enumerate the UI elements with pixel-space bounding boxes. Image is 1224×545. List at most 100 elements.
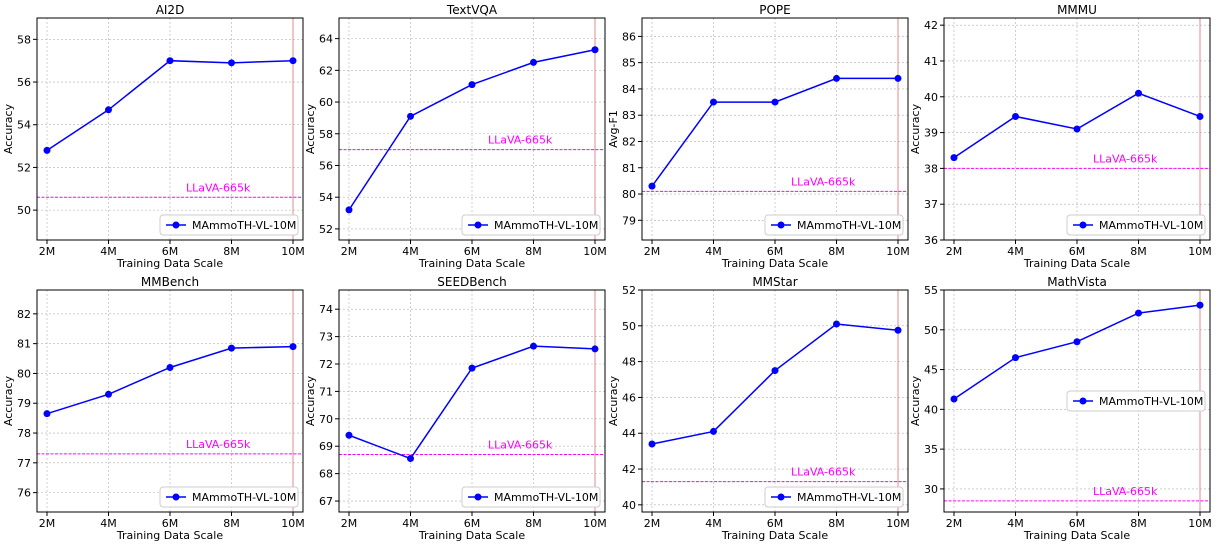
legend-box [159,214,299,236]
x-tick-label: 10M [886,517,910,530]
x-tick-label: 10M [583,517,607,530]
x-tick-label: 2M [946,517,963,530]
legend-marker [1079,397,1087,405]
data-point [105,106,112,114]
series-line [348,48,596,211]
x-tick-label: 8M [223,517,240,530]
x-tick-label: 4M [100,245,117,258]
legend: MAmmoTH-VL-10M [764,486,904,508]
data-point [105,390,112,398]
x-tick-label: 4M [100,517,117,530]
y-tick-label: 52 [319,223,333,236]
x-tick-label: 10M [583,245,607,258]
y-tick-label: 77 [17,457,31,470]
y-tick-label: 40 [924,91,938,104]
y-tick-label: 81 [17,338,31,351]
y-tick-label: 78 [17,427,31,440]
legend-box [461,214,601,236]
y-axis-label: Accuracy [909,375,922,426]
chart-panel-seedbench: LLaVA-665k 67 68 69 70 71 72 73 74 2M 4M 6M 8M 10M SEE… [304,275,607,542]
legend-label: MAmmoTH-VL-10M [494,491,598,504]
y-tick-label: 50 [17,204,31,217]
y-tick-label: 70 [319,413,333,426]
chart-title: TextVQA [446,3,498,17]
legend-label: MAmmoTH-VL-10M [192,219,296,232]
x-tick-label: 2M [946,245,963,258]
x-tick-label: 6M [464,245,481,258]
data-point [407,455,414,463]
data-point [166,363,174,371]
reference-label: LLaVA-665k [488,134,553,147]
legend-label: MAmmoTH-VL-10M [1099,219,1203,232]
y-axis-label: Accuracy [2,375,15,426]
chart-panel-mmbench: LLaVA-665k 76 77 78 79 80 81 82 2M 4M 6M 8M 10M MMBen… [2,275,305,542]
x-tick-label: 10M [1188,245,1212,258]
legend-marker [777,221,785,229]
x-tick-label: 8M [1130,517,1147,530]
x-tick-label: 2M [644,245,661,258]
x-axis-label: Training Data Scale [1023,529,1130,542]
y-tick-label: 54 [319,191,333,204]
data-point [289,343,297,351]
data-point [43,410,51,418]
x-tick-label: 6M [162,517,179,530]
y-tick-label: 79 [622,214,636,227]
legend-marker [1079,221,1087,229]
legend: MAmmoTH-VL-10M [159,214,299,236]
y-tick-label: 50 [622,320,636,333]
x-tick-label: 10M [281,517,305,530]
data-point [591,46,599,54]
data-point [1196,112,1204,120]
y-tick-label: 52 [622,284,636,297]
x-tick-label: 2M [39,517,56,530]
legend-marker [777,493,785,501]
data-point [950,154,958,162]
legend-label: MAmmoTH-VL-10M [1099,395,1203,408]
x-axis-label: Training Data Scale [116,257,223,270]
chart-panel-pope: LLaVA-665k 79 80 81 82 83 84 85 86 2M 4M 6M 8M 10M POP… [607,3,910,270]
y-tick-label: 67 [319,495,333,508]
y-tick-label: 56 [17,76,31,89]
y-tick-label: 80 [17,367,31,380]
data-point [166,57,174,65]
y-axis-label: Accuracy [909,103,922,154]
data-point [648,440,656,448]
x-tick-label: 2M [39,245,56,258]
data-point [1073,125,1081,133]
legend: MAmmoTH-VL-10M [159,486,299,508]
x-tick-label: 6M [162,245,179,258]
x-tick-label: 4M [1007,517,1024,530]
x-tick-label: 4M [705,517,722,530]
legend-box [1066,214,1206,236]
y-tick-label: 55 [924,284,938,297]
y-tick-label: 56 [319,159,333,172]
x-tick-label: 8M [525,245,542,258]
legend-marker [172,221,180,229]
data-point [407,112,414,120]
data-point [894,326,902,334]
chart-panel-mmstar: LLaVA-665k 40 42 44 46 48 50 52 2M 4M 6M 8M 10M MMSta… [607,275,910,542]
y-tick-label: 41 [924,55,938,68]
y-tick-label: 84 [622,83,636,96]
data-point [345,431,353,439]
y-tick-label: 36 [924,234,938,247]
data-point [894,74,902,82]
y-tick-label: 48 [622,356,636,369]
legend-box [764,214,904,236]
y-tick-label: 83 [622,109,636,122]
data-point [1012,112,1019,120]
x-tick-label: 10M [281,245,305,258]
y-tick-label: 74 [319,303,333,316]
x-tick-label: 4M [705,245,722,258]
x-tick-label: 6M [767,517,784,530]
chart-title: MMStar [752,275,797,289]
x-tick-label: 4M [402,245,419,258]
legend-box [1066,390,1206,412]
data-point [1135,309,1142,317]
chart-title: SEEDBench [437,275,506,289]
x-tick-label: 6M [1069,245,1086,258]
chart-panel-mmmu: LLaVA-665k 36 37 38 39 40 41 42 2M 4M 6M 8M 10M MMMU T… [909,3,1212,270]
x-tick-label: 10M [1188,517,1212,530]
x-tick-label: 8M [525,517,542,530]
y-tick-label: 35 [924,443,938,456]
